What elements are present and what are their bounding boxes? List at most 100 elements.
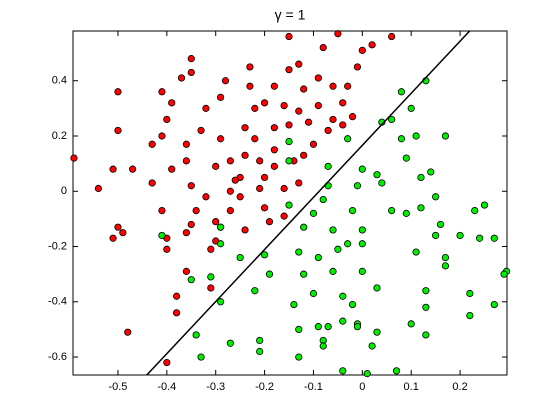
point: [422, 287, 430, 295]
point: [226, 339, 234, 347]
point: [158, 206, 166, 215]
x-tick-label: -0.2: [255, 381, 274, 393]
point: [177, 74, 186, 82]
point: [187, 276, 195, 284]
point: [226, 206, 234, 215]
point: [358, 226, 366, 234]
point: [392, 367, 401, 375]
point: [309, 209, 318, 217]
point: [207, 245, 215, 253]
point: [236, 193, 244, 201]
point: [295, 107, 303, 115]
point: [314, 323, 322, 331]
point: [207, 273, 215, 281]
point: [202, 193, 210, 201]
point: [358, 267, 366, 275]
point: [285, 32, 293, 41]
point: [236, 253, 244, 262]
point: [241, 226, 249, 234]
chart-title: γ = 1: [275, 7, 306, 23]
point: [348, 113, 357, 121]
point: [348, 206, 357, 215]
point: [373, 171, 381, 179]
point: [334, 245, 342, 253]
point: [256, 184, 264, 193]
point: [295, 248, 303, 256]
point: [270, 146, 278, 154]
point: [129, 165, 137, 173]
point: [187, 182, 195, 190]
point: [202, 104, 210, 112]
point: [260, 251, 269, 259]
point: [456, 231, 464, 240]
x-tick-label: 0.1: [404, 381, 419, 393]
point: [432, 193, 440, 201]
point: [295, 179, 303, 187]
point: [251, 287, 259, 295]
point: [216, 240, 225, 248]
point: [94, 184, 103, 193]
point: [265, 270, 274, 278]
point: [480, 201, 489, 209]
point: [339, 317, 347, 325]
point: [466, 289, 474, 298]
point: [314, 102, 322, 110]
point: [300, 85, 308, 93]
point: [295, 325, 303, 334]
point: [295, 60, 303, 68]
point: [378, 179, 386, 187]
point: [314, 253, 322, 262]
point: [265, 218, 274, 226]
point: [226, 187, 234, 195]
point: [114, 88, 122, 96]
point: [285, 201, 293, 209]
point: [212, 218, 220, 226]
point: [329, 115, 337, 124]
point: [319, 195, 327, 204]
point: [216, 223, 225, 231]
x-tick-label: -0.3: [206, 381, 225, 393]
point: [329, 82, 337, 90]
point: [412, 132, 420, 140]
point: [324, 323, 332, 331]
point: [471, 206, 479, 215]
y-tick-label: 0.2: [52, 130, 67, 142]
point: [114, 126, 122, 135]
point: [163, 358, 171, 367]
point: [124, 328, 132, 336]
point: [427, 168, 435, 176]
x-tick-label: 0: [359, 381, 365, 393]
point: [329, 226, 337, 234]
x-tick-label: -0.5: [108, 381, 127, 393]
point: [353, 182, 362, 190]
point: [339, 367, 347, 375]
point: [285, 157, 293, 165]
point: [192, 331, 200, 339]
point: [246, 63, 254, 71]
point: [388, 206, 396, 215]
point: [197, 126, 205, 135]
point: [402, 209, 410, 217]
point: [163, 245, 171, 253]
point: [216, 298, 225, 306]
point: [280, 212, 288, 220]
point: [173, 292, 181, 300]
point: [397, 88, 406, 96]
point: [148, 140, 156, 148]
point: [236, 173, 244, 182]
point: [363, 370, 371, 378]
point: [344, 82, 352, 90]
point: [280, 102, 288, 110]
point: [407, 320, 415, 328]
point: [173, 309, 181, 317]
point: [304, 118, 313, 126]
point: [158, 88, 166, 96]
point: [241, 124, 249, 132]
point: [187, 68, 195, 77]
point: [344, 240, 352, 248]
point: [251, 104, 259, 112]
y-tick-label: -0.2: [48, 240, 67, 252]
point: [280, 184, 288, 193]
